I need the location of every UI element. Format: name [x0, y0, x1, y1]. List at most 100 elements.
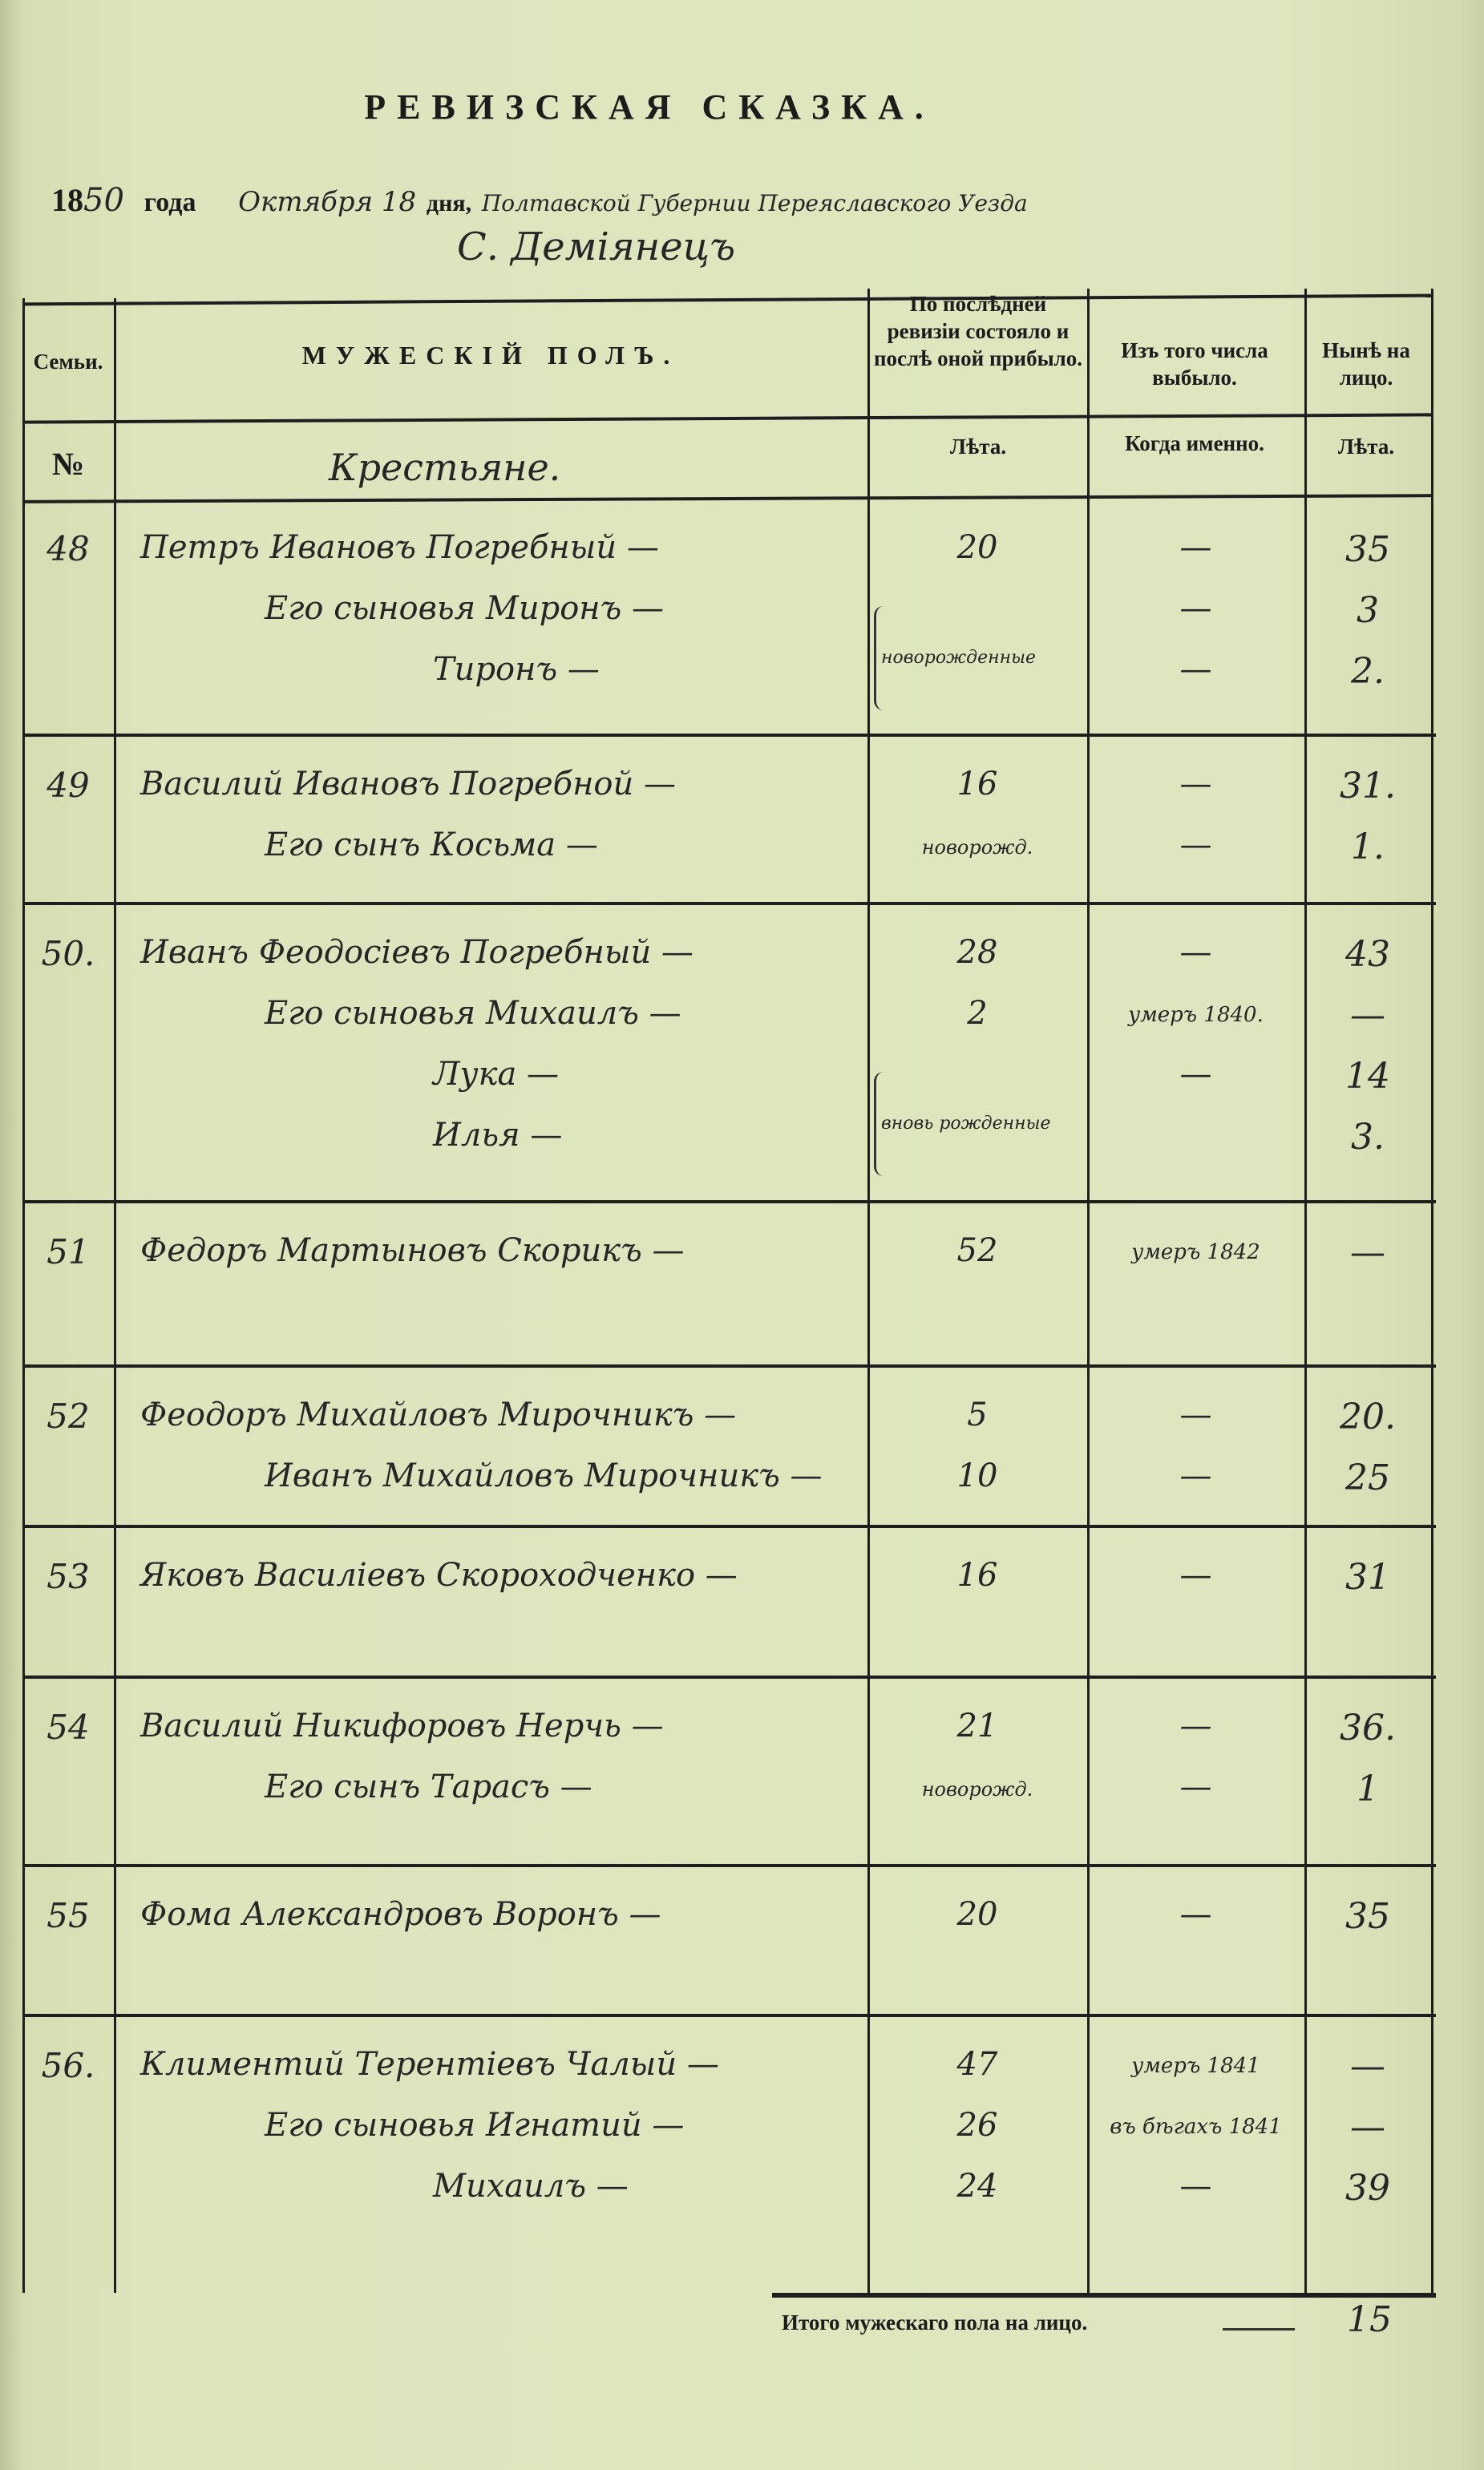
date-line: 1850 года Октября 18 дня, Полтавской Губ…: [51, 181, 1028, 219]
current-age: 2.: [1351, 651, 1385, 692]
person-name: Тиронъ —: [433, 651, 600, 688]
family-number: 54: [47, 1708, 90, 1747]
family-number: 48: [47, 529, 90, 568]
current-age: 39: [1345, 2168, 1390, 2209]
current-age: —: [1350, 2046, 1385, 2087]
column-divider: [114, 298, 116, 2293]
row-divider: [22, 1864, 1436, 1867]
current-age: 3: [1357, 590, 1379, 631]
current-age: 31: [1345, 1557, 1390, 1598]
person-name: Михаилъ —: [433, 2168, 629, 2205]
prev-age: новорожд.: [921, 1778, 1033, 1801]
prev-age: 2: [967, 995, 988, 1032]
row-divider: [22, 1364, 1436, 1368]
person-name: Федоръ Мартыновъ Скорикъ —: [140, 1232, 685, 1269]
person-name: Петръ Ивановъ Погребный —: [140, 529, 659, 566]
removed-when: —: [1179, 1056, 1212, 1093]
removed-when: —: [1179, 1896, 1212, 1933]
current-age: 1.: [1351, 827, 1385, 867]
prev-age: 28: [956, 934, 998, 971]
removed-when: —: [1179, 529, 1212, 566]
table-bottom-border: [772, 2293, 1436, 2298]
person-name: Его сыновья Миронъ —: [265, 590, 665, 627]
row-divider: [22, 902, 1436, 905]
header-family: Семьи.: [33, 350, 103, 374]
header-divider: [22, 413, 1431, 424]
year-word: года: [144, 188, 196, 217]
subheader-no: №: [51, 446, 85, 482]
person-name: Яковъ Василiевъ Скороходченко —: [140, 1557, 738, 1594]
person-name: Его сыновья Михаилъ —: [265, 995, 681, 1032]
year-prefix: 18: [51, 182, 83, 218]
header-male: МУЖЕСКIЙ ПОЛЪ.: [301, 341, 680, 370]
subheader-prev: Лѣта.: [949, 435, 1007, 459]
family-number: 53: [47, 1557, 90, 1596]
current-age: 20.: [1340, 1397, 1396, 1437]
current-age: 36.: [1340, 1708, 1396, 1748]
document-title: РЕВИЗСКАЯ СКАЗКА.: [364, 87, 935, 127]
current-age: 3.: [1351, 1117, 1385, 1158]
person-name: Василий Никифоровъ Нерчь —: [140, 1708, 664, 1744]
current-age: 35: [1345, 529, 1390, 570]
date-text: Октября 18: [238, 186, 417, 218]
removed-when: въ бѣгахъ 1841: [1110, 2115, 1282, 2139]
removed-when: —: [1179, 934, 1212, 971]
removed-when: —: [1179, 2168, 1212, 2205]
header-now: Нынѣ на лицо.: [1322, 338, 1410, 390]
current-age: —: [1350, 2107, 1385, 2148]
subheader-divider: [22, 494, 1432, 503]
person-name: Его сынъ Тарасъ —: [265, 1769, 592, 1805]
current-age: 1: [1357, 1769, 1379, 1809]
header-removed: Изъ того числа выбыло.: [1121, 338, 1268, 390]
prev-age: 5: [967, 1397, 988, 1433]
table-top-border: [22, 293, 1431, 306]
person-name: Его сыновья Игнатий —: [265, 2107, 685, 2144]
removed-when: —: [1179, 590, 1212, 627]
column-divider: [1087, 289, 1090, 2293]
prev-age: 10: [956, 1457, 998, 1494]
total-dash: [1223, 2328, 1295, 2331]
prev-age: 20: [956, 1896, 998, 1933]
removed-when: —: [1179, 1557, 1212, 1594]
removed-when: умеръ 1842: [1131, 1240, 1260, 1264]
day-word: дня,: [426, 190, 472, 216]
current-age: 14: [1345, 1056, 1390, 1097]
removed-when: умеръ 1840.: [1128, 1003, 1264, 1027]
subheader-category: Крестьяне.: [329, 446, 561, 489]
person-name: Его сынъ Косьма —: [265, 827, 598, 863]
village-name: С. Демiянецъ: [457, 224, 736, 269]
prev-age: 52: [956, 1232, 998, 1269]
family-number: 56.: [41, 2046, 95, 2085]
person-name: Илья —: [433, 1117, 563, 1154]
prev-age: 16: [956, 1557, 998, 1594]
family-number: 55: [47, 1896, 90, 1935]
header-prev: По послѣдней ревизіи состояло и послѣ он…: [873, 292, 1083, 370]
column-divider: [1304, 289, 1307, 2293]
prev-age: 24: [956, 2168, 998, 2205]
current-age: 35: [1345, 1896, 1390, 1937]
prev-age: новорожд.: [921, 836, 1033, 859]
removed-when: —: [1179, 1769, 1212, 1805]
location-text: Полтавской Губернии Переяславского Уезда: [481, 190, 1028, 216]
removed-when: умеръ 1841: [1131, 2054, 1260, 2078]
family-number: 50.: [41, 934, 95, 973]
row-divider: [22, 1676, 1436, 1679]
newborn-note: вновь рожденные: [874, 1072, 1051, 1176]
current-age: 31.: [1340, 766, 1396, 806]
current-age: 43: [1345, 934, 1390, 975]
removed-when: —: [1179, 1457, 1212, 1494]
current-age: —: [1350, 995, 1385, 1036]
person-name: Иванъ Михайловъ Мирочникъ —: [265, 1457, 823, 1494]
prev-age: 16: [956, 766, 998, 802]
family-number: 49: [47, 766, 90, 805]
current-age: 25: [1345, 1457, 1390, 1498]
row-divider: [22, 2014, 1436, 2017]
subheader-removed: Когда именно.: [1125, 431, 1264, 455]
column-divider: [22, 298, 25, 2293]
subheader-now: Лѣта.: [1337, 435, 1395, 459]
person-name: Василий Ивановъ Погребной —: [140, 766, 676, 802]
removed-when: —: [1179, 651, 1212, 688]
removed-when: —: [1179, 827, 1212, 863]
row-divider: [22, 1525, 1436, 1528]
year-suffix: 50: [83, 182, 124, 219]
